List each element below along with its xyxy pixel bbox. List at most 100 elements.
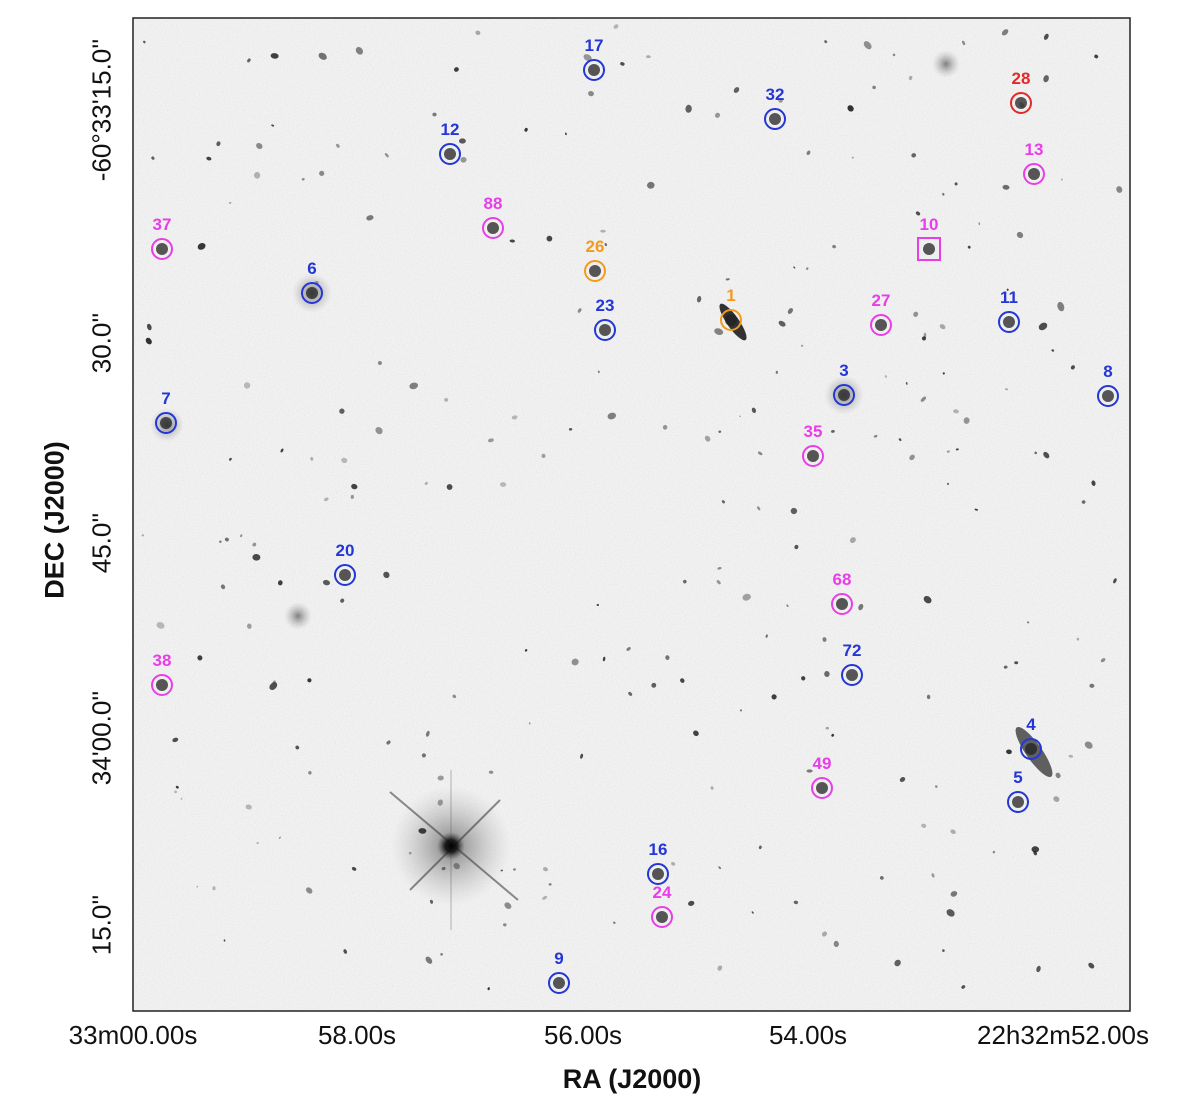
source-marker-10: [917, 237, 941, 261]
faint-source: [1043, 75, 1049, 83]
source-label-7: 7: [161, 389, 170, 408]
faint-source: [216, 141, 221, 147]
faint-source: [1091, 480, 1096, 486]
faint-source: [220, 584, 226, 590]
faint-source: [301, 178, 305, 181]
faint-source: [509, 239, 515, 243]
source-marker-9: [548, 972, 570, 994]
faint-source: [953, 409, 959, 414]
source-label-6: 6: [307, 259, 316, 278]
faint-source: [613, 24, 619, 29]
faint-source: [269, 682, 278, 691]
faint-source: [1116, 186, 1123, 193]
faint-source: [696, 295, 702, 303]
faint-source: [409, 382, 419, 390]
faint-source: [597, 370, 600, 374]
faint-source: [197, 242, 206, 250]
source-blob: [836, 598, 848, 610]
faint-source: [757, 451, 763, 456]
faint-source: [822, 637, 827, 642]
faint-source: [351, 483, 358, 490]
faint-source: [950, 829, 956, 834]
faint-source: [961, 985, 966, 989]
source-blob: [553, 977, 565, 989]
faint-source: [962, 40, 966, 46]
faint-source: [851, 156, 854, 159]
faint-source: [714, 328, 724, 335]
faint-source: [921, 823, 927, 828]
faint-source: [1043, 451, 1050, 459]
source-label-28: 28: [1012, 69, 1031, 88]
faint-source: [758, 845, 762, 850]
faint-source: [872, 85, 876, 90]
faint-source: [143, 40, 146, 44]
faint-source: [858, 603, 864, 611]
faint-source: [787, 308, 793, 314]
faint-source: [197, 655, 203, 661]
faint-source: [662, 424, 668, 430]
faint-source: [905, 382, 908, 385]
faint-source: [440, 953, 443, 956]
faint-source: [1038, 322, 1048, 331]
faint-source: [685, 104, 692, 113]
faint-source: [487, 438, 494, 443]
faint-source: [277, 580, 283, 586]
faint-source: [543, 867, 548, 872]
faint-source: [319, 170, 325, 176]
faint-source: [793, 900, 799, 905]
source-label-11: 11: [1000, 288, 1018, 307]
faint-source: [794, 544, 799, 550]
faint-source: [600, 229, 606, 233]
source-label-38: 38: [153, 651, 172, 670]
source-marker-37: [151, 238, 173, 260]
faint-source: [383, 571, 390, 579]
faint-source: [832, 244, 836, 249]
faint-source: [646, 55, 651, 59]
faint-source: [341, 457, 348, 464]
source-marker-1: [720, 309, 742, 331]
faint-source: [1070, 365, 1075, 370]
faint-source: [765, 634, 768, 638]
source-marker-88: [482, 217, 504, 239]
source-label-12: 12: [441, 120, 460, 139]
faint-source: [256, 842, 259, 844]
faint-source: [548, 883, 552, 886]
faint-source: [806, 769, 813, 773]
faint-source: [942, 949, 945, 952]
y-tick-label: 30.0'': [86, 312, 117, 374]
faint-source: [175, 785, 179, 789]
source-blob: [599, 324, 611, 336]
faint-source: [156, 622, 165, 629]
faint-source: [375, 426, 383, 435]
faint-source: [778, 98, 783, 103]
faint-source: [1036, 965, 1041, 973]
faint-source: [228, 201, 232, 204]
source-blob: [444, 148, 456, 160]
x-tick-label: 58.00s: [317, 1020, 397, 1050]
faint-source: [1081, 500, 1086, 504]
faint-source: [612, 921, 616, 924]
faint-source: [524, 127, 528, 132]
faint-source: [892, 53, 896, 57]
faint-source: [805, 267, 809, 270]
faint-source: [847, 105, 854, 112]
source-marker-27: [870, 314, 892, 336]
faint-source: [542, 895, 548, 900]
faint-source: [909, 454, 915, 461]
faint-source: [920, 396, 927, 402]
faint-source: [604, 243, 608, 247]
faint-source: [682, 579, 687, 584]
faint-source: [596, 603, 599, 607]
faint-source: [460, 156, 467, 163]
source-marker-3: [833, 384, 855, 406]
faint-source: [500, 482, 507, 487]
faint-source: [757, 506, 761, 511]
source-blob: [875, 319, 887, 331]
faint-source: [453, 863, 460, 870]
faint-source: [849, 537, 856, 544]
source-label-9: 9: [554, 949, 563, 968]
faint-source: [716, 580, 721, 585]
faint-source: [963, 417, 970, 424]
faint-source: [421, 753, 426, 758]
faint-source: [1026, 621, 1030, 624]
